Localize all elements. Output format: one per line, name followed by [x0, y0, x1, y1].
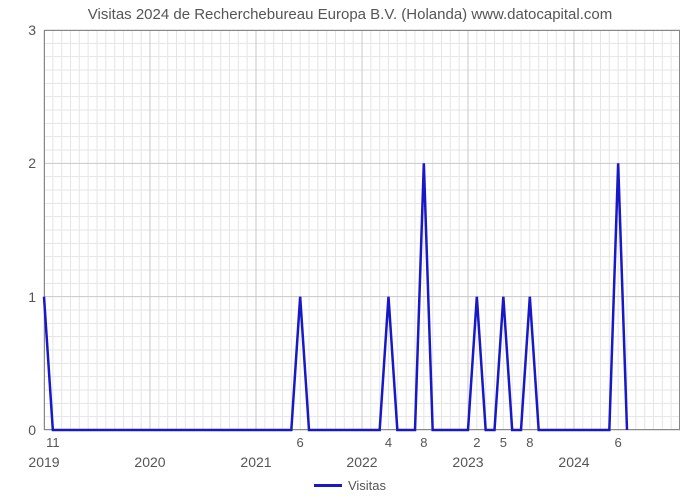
y-tick-label: 1 — [28, 289, 36, 305]
data-point-label: 6 — [615, 435, 622, 450]
x-year-label: 2022 — [346, 454, 377, 470]
legend-swatch — [314, 484, 342, 487]
data-point-label: 2 — [473, 435, 480, 450]
visits-line-chart: Visitas 2024 de Recherchebureau Europa B… — [0, 0, 700, 500]
data-point-label: 11 — [46, 435, 60, 450]
data-point-label: 6 — [297, 435, 304, 450]
legend-label: Visitas — [348, 478, 386, 493]
x-year-label: 2020 — [134, 454, 165, 470]
data-point-label: 8 — [526, 435, 533, 450]
plot-area: 0123201920202021202220232024116482586 — [44, 30, 680, 430]
x-year-label: 2024 — [558, 454, 589, 470]
chart-title: Visitas 2024 de Recherchebureau Europa B… — [0, 6, 700, 23]
y-tick-label: 0 — [28, 422, 36, 438]
x-year-label: 2021 — [240, 454, 271, 470]
y-tick-label: 3 — [28, 22, 36, 38]
data-point-label: 4 — [385, 435, 392, 450]
x-year-label: 2019 — [28, 454, 59, 470]
y-tick-label: 2 — [28, 155, 36, 171]
x-year-label: 2023 — [452, 454, 483, 470]
data-point-label: 8 — [420, 435, 427, 450]
chart-legend: Visitas — [314, 478, 386, 493]
data-point-label: 5 — [500, 435, 507, 450]
plot-svg — [44, 30, 680, 430]
